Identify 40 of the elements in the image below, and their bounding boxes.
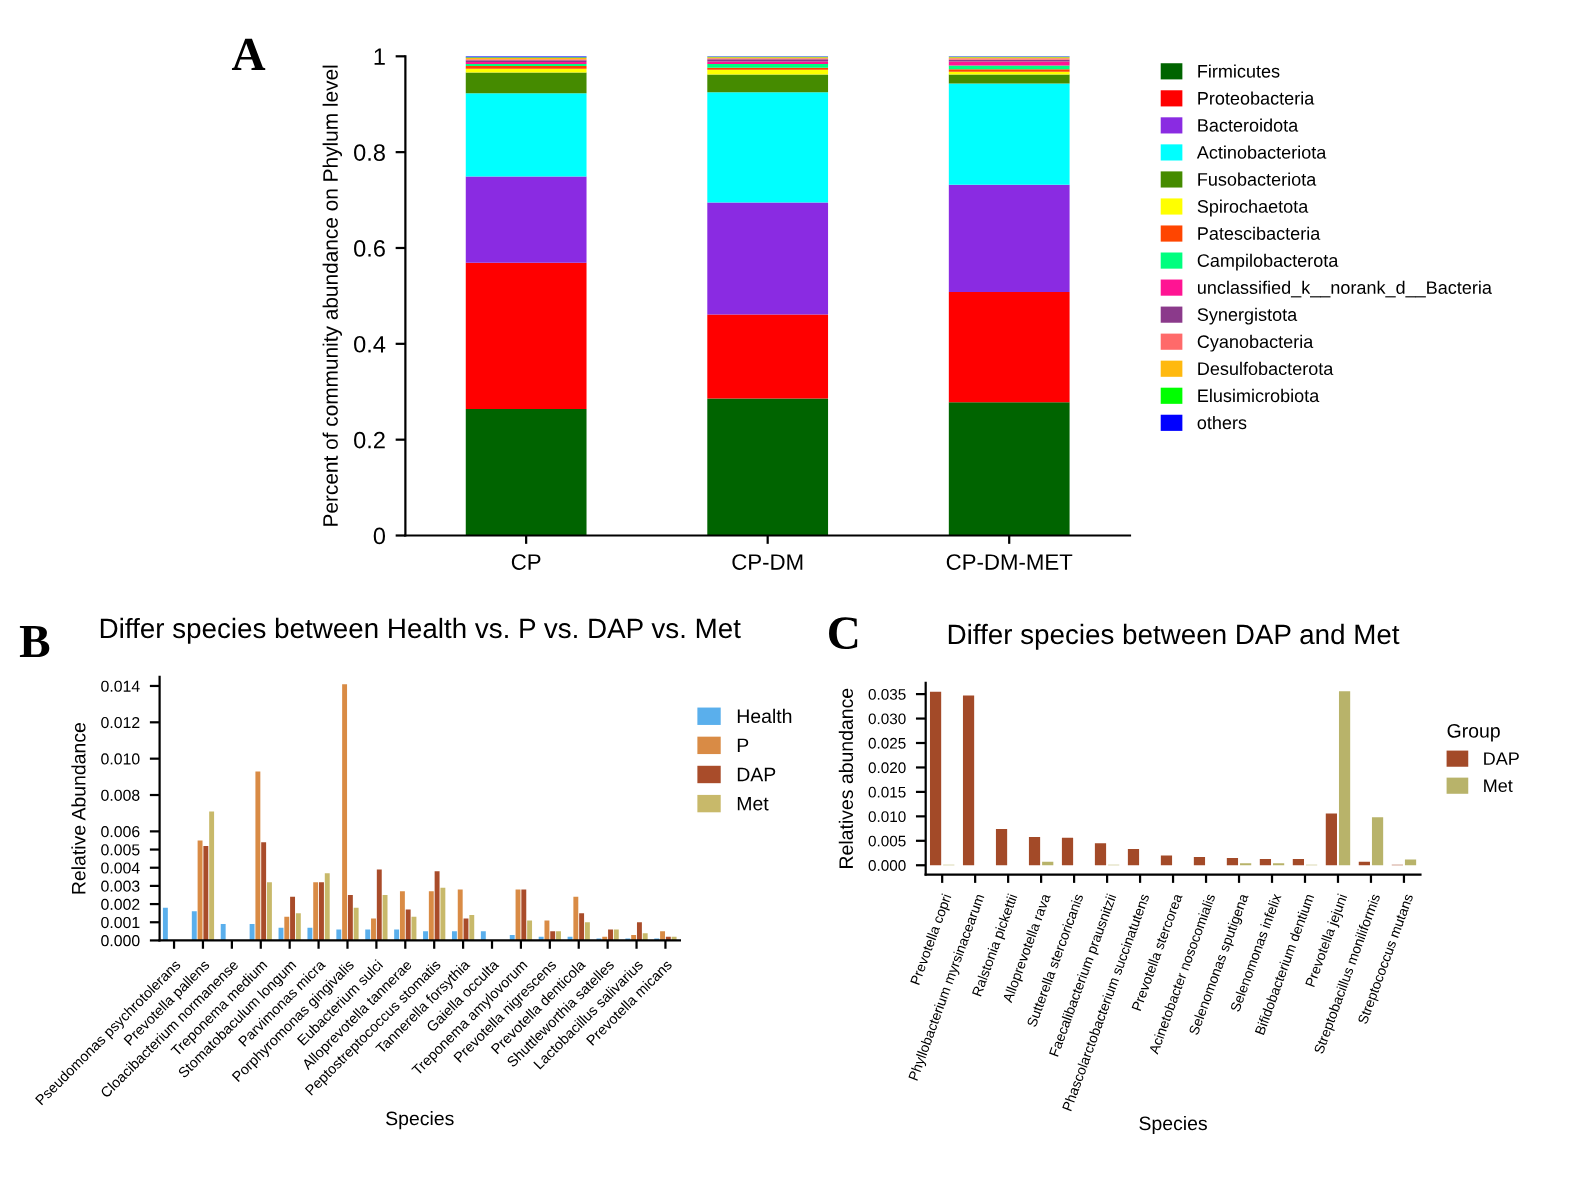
legend-label: Firmicutes bbox=[1198, 64, 1280, 78]
text: C bbox=[829, 617, 858, 649]
y-tick-label: 0.4 bbox=[354, 335, 386, 353]
y-tick-label: 1 bbox=[374, 48, 385, 65]
legend-label: Actinobacteriota bbox=[1196, 145, 1327, 159]
legend-label: Proteobacteria bbox=[1198, 91, 1315, 105]
y-tick-label: 0.2 bbox=[354, 431, 385, 449]
x-axis-title: Species bbox=[1139, 1115, 1207, 1135]
legend-label: Spirochaetota bbox=[1197, 199, 1309, 217]
legend-label: Campilobacterota bbox=[1197, 253, 1339, 271]
legend-label: Desulfobacterota bbox=[1198, 361, 1334, 376]
legend-label: unclassified_k__norank_d__Bacteria bbox=[1197, 280, 1492, 298]
y-tick-label: 0 bbox=[373, 527, 386, 545]
y-tick-label: 0.8 bbox=[354, 144, 385, 161]
x-tick-label: CP bbox=[511, 554, 541, 570]
y-axis-title: Relative Abundance bbox=[71, 723, 86, 894]
y-tick-label: 0.6 bbox=[354, 240, 385, 257]
text: B bbox=[19, 626, 50, 658]
legend-label: Patescibacteria bbox=[1198, 226, 1321, 240]
legend-label: DAP bbox=[1484, 752, 1519, 765]
legend-label: Cyanobacteria bbox=[1197, 334, 1314, 352]
x-tick-label: CP-DM-MET bbox=[946, 554, 1073, 570]
legend-label: Bacteroidota bbox=[1198, 118, 1299, 132]
x-tick-label: CP-DM bbox=[732, 554, 803, 570]
legend-label: P bbox=[737, 738, 749, 753]
x-axis-title: Species bbox=[386, 1111, 454, 1130]
legend-label: Elusimicrobiota bbox=[1198, 388, 1320, 403]
y-axis-title: Relatives abundance bbox=[838, 688, 854, 868]
text: A bbox=[231, 38, 266, 70]
y-axis-title: Percent of community abundance on Phylum level bbox=[322, 65, 343, 526]
legend-label: others bbox=[1197, 415, 1247, 430]
legend-label: DAP bbox=[737, 767, 776, 782]
chart-title: Differ species between Health vs. P vs. DAP vs. Met bbox=[100, 617, 741, 644]
legend-title: Group bbox=[1447, 723, 1500, 742]
legend-label: Met bbox=[737, 796, 769, 811]
legend-label: Health bbox=[737, 708, 792, 724]
chart-title: Differ species between DAP and Met bbox=[948, 623, 1400, 650]
legend-label: Met bbox=[1484, 779, 1513, 793]
legend-label: Fusobacteriota bbox=[1198, 172, 1317, 186]
legend-label: Synergistota bbox=[1197, 307, 1298, 325]
